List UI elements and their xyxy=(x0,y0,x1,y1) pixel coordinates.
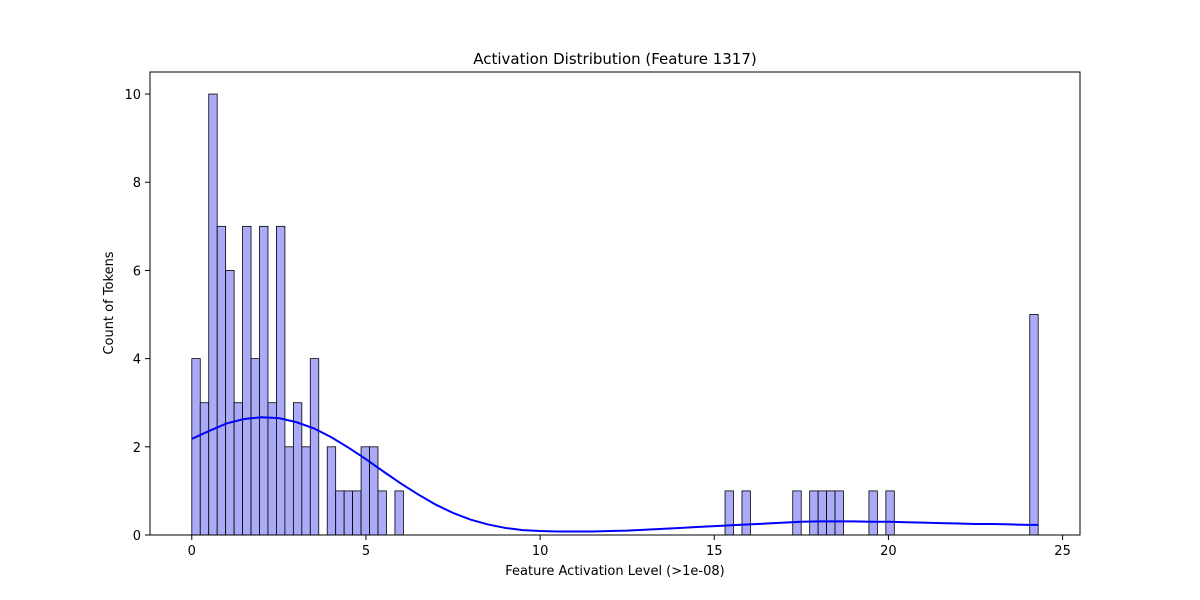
histogram-bar xyxy=(233,402,243,536)
histogram-bar xyxy=(199,402,210,536)
histogram-bar xyxy=(216,225,227,536)
histogram-bar xyxy=(191,358,201,536)
histogram-bar xyxy=(284,446,294,536)
y-axis-title: Count of Tokens xyxy=(102,251,117,354)
histogram-bar xyxy=(267,402,277,536)
histogram-bar xyxy=(885,490,895,536)
histogram-bar xyxy=(326,446,337,536)
histogram-bar xyxy=(809,490,819,536)
histogram-bar xyxy=(242,225,252,536)
histogram-bar xyxy=(377,490,387,536)
histogram-bar xyxy=(1029,314,1039,536)
y-tick-label: 2 xyxy=(133,441,141,456)
x-axis: 0 5 10 15 20 25 xyxy=(188,535,1071,559)
histogram-bar xyxy=(250,358,260,536)
histogram-bar xyxy=(301,446,311,536)
histogram-bar xyxy=(276,225,286,536)
x-tick-label: 20 xyxy=(880,544,897,559)
histogram-bar xyxy=(335,490,345,536)
histogram-bar xyxy=(394,490,404,536)
histogram-bar xyxy=(309,358,320,536)
histogram-bar xyxy=(834,490,844,536)
histogram-bar xyxy=(792,490,802,536)
plot-frame xyxy=(149,71,1081,536)
y-tick-label: 4 xyxy=(133,353,141,368)
histogram-bar xyxy=(369,446,379,536)
histogram-bar xyxy=(741,490,751,536)
kde-curve xyxy=(191,416,1039,533)
chart-title: Activation Distribution (Feature 1317) xyxy=(473,50,756,68)
y-tick-label: 6 xyxy=(133,264,141,279)
histogram-bar xyxy=(352,490,362,536)
y-tick-label: 10 xyxy=(124,88,141,103)
x-tick-label: 10 xyxy=(532,544,549,559)
histogram-bar xyxy=(724,490,734,536)
x-tick-label: 15 xyxy=(706,544,723,559)
histogram-bar xyxy=(343,490,354,536)
bars-layer xyxy=(191,93,1039,536)
x-tick-label: 5 xyxy=(362,544,370,559)
y-axis: 0 2 4 6 8 10 xyxy=(124,88,150,544)
y-tick-label: 0 xyxy=(133,529,141,544)
x-tick-label: 25 xyxy=(1054,544,1071,559)
histogram-bar xyxy=(868,490,878,536)
histogram-bar xyxy=(817,490,828,536)
x-axis-title: Feature Activation Level (>1e-08) xyxy=(505,564,724,579)
histogram-bar xyxy=(225,270,235,536)
x-tick-label: 0 xyxy=(188,544,196,559)
y-tick-label: 8 xyxy=(133,176,141,191)
histogram-bar xyxy=(208,93,218,536)
histogram-bar xyxy=(826,490,836,536)
histogram-bar xyxy=(259,225,269,536)
